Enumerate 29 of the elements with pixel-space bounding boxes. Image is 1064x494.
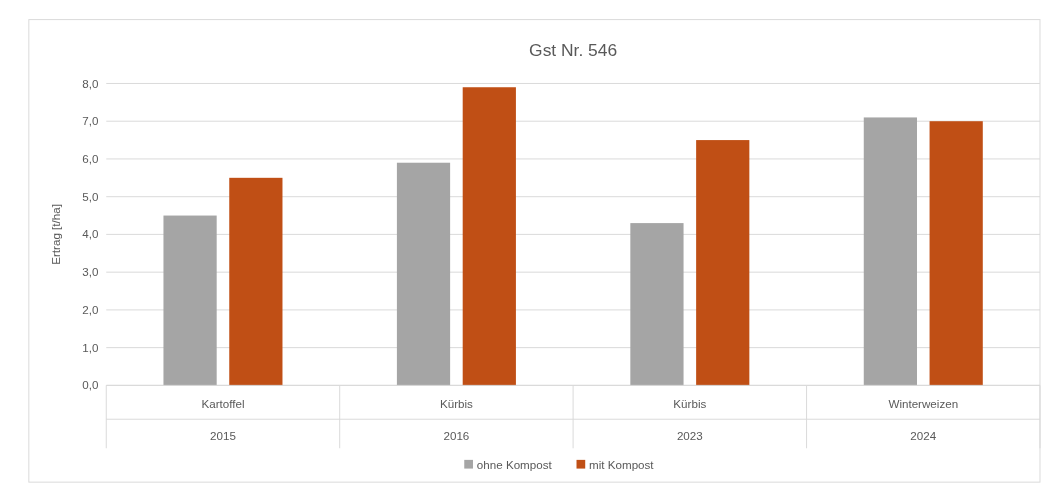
legend-label: ohne Kompost [476,457,553,471]
y-tick-label: 7,0 [82,114,99,128]
legend-label: mit Kompost [589,457,655,471]
y-tick-label: 1,0 [82,340,99,354]
text: 2015 [210,428,236,442]
bar [163,215,217,386]
bar [929,121,983,386]
x-tick-label: Kürbis [673,396,707,410]
bar [630,223,684,386]
text: 2016 [443,428,470,442]
y-tick-label: 2,0 [82,302,99,316]
bar [863,117,917,386]
bar [462,87,516,386]
bar [696,140,750,386]
x-tick-label: Kartoffel [201,396,245,410]
y-tick-label: 6,0 [82,152,99,166]
y-tick-label: 8,0 [82,76,99,90]
bar [229,177,283,386]
text: 2023 [676,428,703,442]
y-tick-label: 5,0 [82,189,99,203]
text: 2024 [910,428,937,442]
y-tick-label: 4,0 [82,227,99,241]
y-tick-label: 3,0 [82,265,99,279]
chart-title: Gst Nr. 546 [529,40,618,61]
y-tick-label: 0,0 [82,378,99,392]
y-axis-title: Ertrag [t/ha] [48,204,62,265]
bar [396,162,451,386]
x-tick-label: Winterweizen [888,396,959,410]
x-tick-label: Kürbis [439,396,474,410]
